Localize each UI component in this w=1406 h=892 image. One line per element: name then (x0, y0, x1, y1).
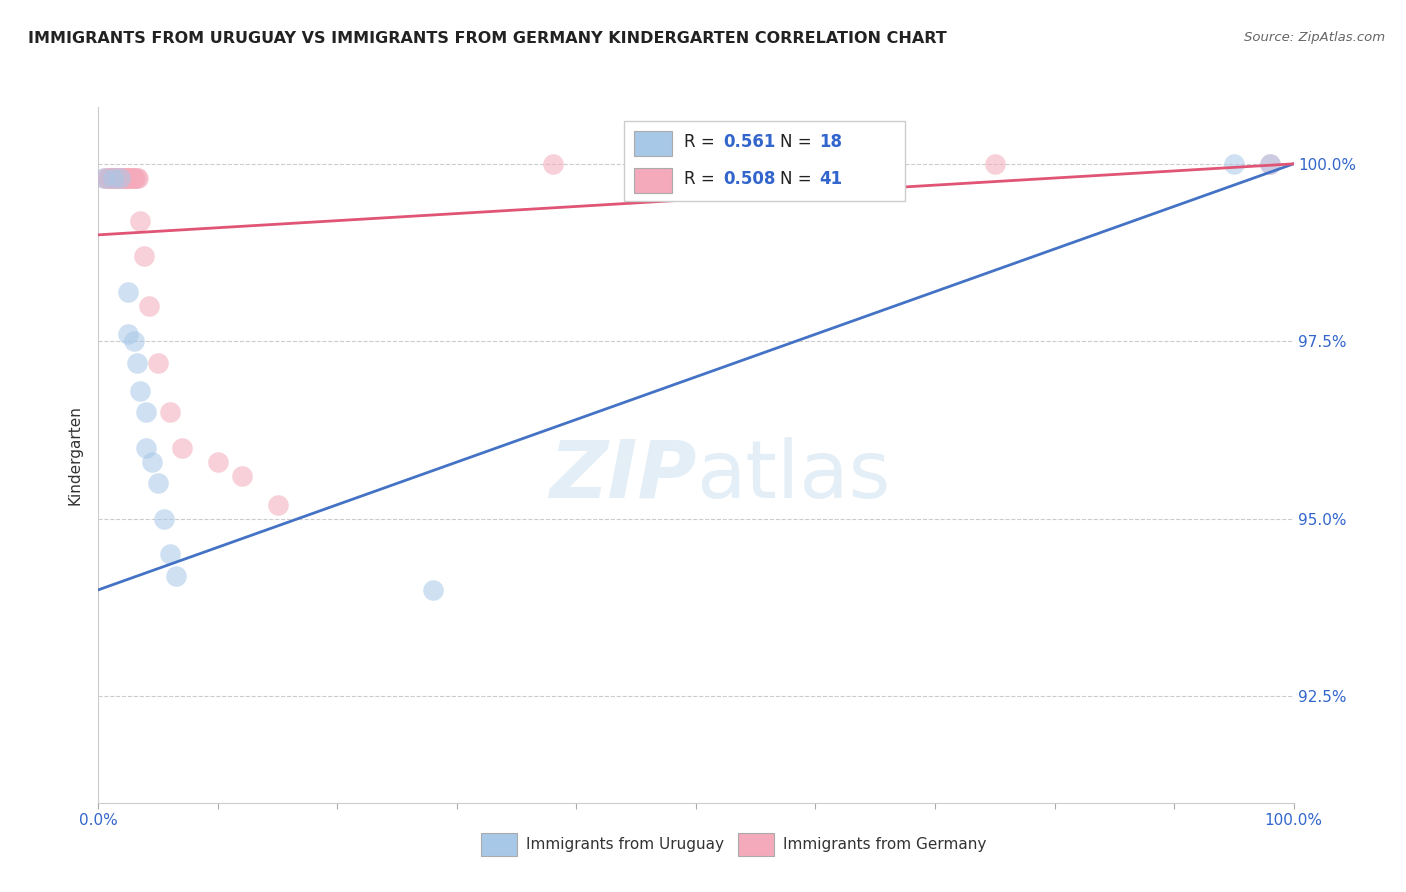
Point (231, 469, 253, 483)
Point (115, 171, 138, 186)
Point (124, 171, 146, 186)
Point (1222, 157, 1246, 171)
Point (135, 405, 157, 419)
Point (422, 582, 444, 597)
Text: 0.508: 0.508 (724, 169, 776, 187)
Point (121, 171, 143, 186)
Text: N =: N = (780, 133, 817, 151)
Point (107, 171, 129, 186)
Point (104, 171, 127, 186)
Text: atlas: atlas (696, 437, 890, 515)
Text: Immigrants from Germany: Immigrants from Germany (783, 837, 987, 852)
Text: IMMIGRANTS FROM URUGUAY VS IMMIGRANTS FROM GERMANY KINDERGARTEN CORRELATION CHAR: IMMIGRANTS FROM URUGUAY VS IMMIGRANTS FR… (28, 31, 946, 46)
Point (129, 384, 152, 398)
Point (93, 171, 115, 186)
Point (125, 171, 148, 186)
Point (117, 327, 139, 342)
FancyBboxPatch shape (634, 131, 672, 156)
Text: N =: N = (780, 169, 817, 187)
Point (984, 157, 1007, 171)
Point (148, 356, 170, 370)
Point (105, 171, 128, 186)
FancyBboxPatch shape (481, 833, 517, 855)
Point (685, 157, 707, 171)
Point (101, 171, 124, 186)
FancyBboxPatch shape (624, 121, 905, 201)
Text: ZIP: ZIP (548, 437, 696, 515)
Text: R =: R = (685, 133, 720, 151)
Point (207, 455, 229, 469)
Text: R =: R = (685, 169, 720, 187)
Point (148, 476, 170, 491)
Point (114, 171, 136, 186)
Point (117, 171, 139, 186)
Point (132, 249, 155, 263)
Text: 0.561: 0.561 (724, 133, 776, 151)
Point (96, 171, 118, 186)
FancyBboxPatch shape (634, 168, 672, 193)
Point (117, 285, 139, 299)
Point (1258, 157, 1281, 171)
FancyBboxPatch shape (738, 833, 773, 855)
Point (541, 157, 564, 171)
Point (165, 568, 187, 582)
Point (127, 171, 149, 186)
Point (129, 213, 152, 227)
Y-axis label: Kindergarten: Kindergarten (67, 405, 83, 505)
Point (101, 171, 124, 186)
Point (122, 171, 145, 186)
Point (111, 171, 134, 186)
Point (98, 171, 122, 186)
Point (93, 171, 115, 186)
Point (120, 171, 142, 186)
Point (172, 441, 194, 455)
Point (138, 299, 160, 313)
Point (115, 171, 138, 186)
Text: Immigrants from Uruguay: Immigrants from Uruguay (526, 837, 724, 852)
Text: 41: 41 (820, 169, 842, 187)
Point (118, 171, 141, 186)
Point (124, 334, 146, 349)
Point (103, 171, 125, 186)
Point (107, 171, 129, 186)
Point (159, 405, 181, 419)
Point (124, 171, 146, 186)
Point (112, 171, 135, 186)
Text: 18: 18 (820, 133, 842, 151)
Point (108, 171, 131, 186)
Point (125, 356, 148, 370)
Point (267, 498, 290, 512)
Point (135, 441, 157, 455)
Point (141, 455, 163, 469)
Point (159, 547, 181, 561)
Point (100, 171, 122, 186)
Text: Source: ZipAtlas.com: Source: ZipAtlas.com (1244, 31, 1385, 45)
Point (108, 171, 131, 186)
Point (1258, 157, 1281, 171)
Point (110, 171, 132, 186)
Point (97, 171, 120, 186)
Point (98, 171, 121, 186)
Point (153, 512, 176, 526)
